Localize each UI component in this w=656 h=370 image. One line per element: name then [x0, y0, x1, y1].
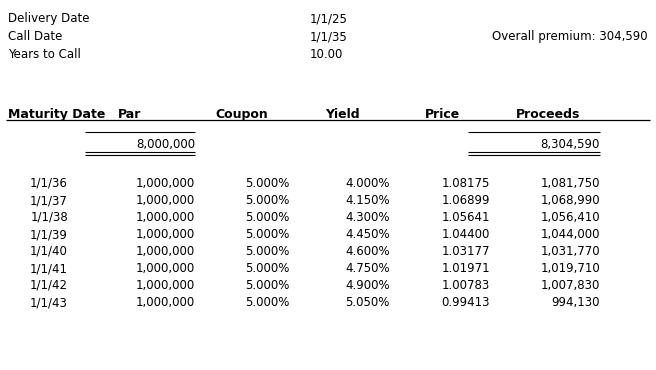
Text: 5.000%: 5.000%: [245, 211, 290, 224]
Text: 5.000%: 5.000%: [245, 194, 290, 207]
Text: 1,000,000: 1,000,000: [136, 279, 195, 292]
Text: 1.01971: 1.01971: [441, 262, 490, 275]
Text: 1,019,710: 1,019,710: [541, 262, 600, 275]
Text: 1,044,000: 1,044,000: [541, 228, 600, 241]
Text: 1/1/40: 1/1/40: [30, 245, 68, 258]
Text: Par: Par: [118, 108, 142, 121]
Text: 1.05641: 1.05641: [441, 211, 490, 224]
Text: 1/1/38: 1/1/38: [30, 211, 68, 224]
Text: 1,000,000: 1,000,000: [136, 296, 195, 309]
Text: 1.06899: 1.06899: [441, 194, 490, 207]
Text: Coupon: Coupon: [216, 108, 268, 121]
Text: 10.00: 10.00: [310, 48, 343, 61]
Text: 4.900%: 4.900%: [345, 279, 390, 292]
Text: Yield: Yield: [325, 108, 359, 121]
Text: 1,000,000: 1,000,000: [136, 262, 195, 275]
Text: 5.000%: 5.000%: [245, 245, 290, 258]
Text: 1,081,750: 1,081,750: [541, 177, 600, 190]
Text: 8,000,000: 8,000,000: [136, 138, 195, 151]
Text: Overall premium: 304,590: Overall premium: 304,590: [493, 30, 648, 43]
Text: 1,031,770: 1,031,770: [541, 245, 600, 258]
Text: 1,068,990: 1,068,990: [541, 194, 600, 207]
Text: Proceeds: Proceeds: [516, 108, 580, 121]
Text: 1.03177: 1.03177: [441, 245, 490, 258]
Text: 994,130: 994,130: [552, 296, 600, 309]
Text: 1/1/42: 1/1/42: [30, 279, 68, 292]
Text: 4.750%: 4.750%: [345, 262, 390, 275]
Text: 5.000%: 5.000%: [245, 262, 290, 275]
Text: 1/1/41: 1/1/41: [30, 262, 68, 275]
Text: 5.000%: 5.000%: [245, 296, 290, 309]
Text: 1/1/36: 1/1/36: [30, 177, 68, 190]
Text: 1,056,410: 1,056,410: [541, 211, 600, 224]
Text: Call Date: Call Date: [8, 30, 62, 43]
Text: 1/1/43: 1/1/43: [30, 296, 68, 309]
Text: 1.00783: 1.00783: [441, 279, 490, 292]
Text: 4.300%: 4.300%: [346, 211, 390, 224]
Text: 5.000%: 5.000%: [245, 279, 290, 292]
Text: 4.150%: 4.150%: [345, 194, 390, 207]
Text: 1,000,000: 1,000,000: [136, 228, 195, 241]
Text: 1/1/37: 1/1/37: [30, 194, 68, 207]
Text: 1,000,000: 1,000,000: [136, 245, 195, 258]
Text: 1.08175: 1.08175: [441, 177, 490, 190]
Text: 1/1/25: 1/1/25: [310, 12, 348, 25]
Text: 1/1/35: 1/1/35: [310, 30, 348, 43]
Text: 1/1/39: 1/1/39: [30, 228, 68, 241]
Text: 4.450%: 4.450%: [345, 228, 390, 241]
Text: Price: Price: [424, 108, 460, 121]
Text: 1,007,830: 1,007,830: [541, 279, 600, 292]
Text: 5.050%: 5.050%: [346, 296, 390, 309]
Text: 5.000%: 5.000%: [245, 228, 290, 241]
Text: 0.99413: 0.99413: [441, 296, 490, 309]
Text: 5.000%: 5.000%: [245, 177, 290, 190]
Text: 1,000,000: 1,000,000: [136, 194, 195, 207]
Text: 1.04400: 1.04400: [441, 228, 490, 241]
Text: 4.600%: 4.600%: [345, 245, 390, 258]
Text: 1,000,000: 1,000,000: [136, 177, 195, 190]
Text: 4.000%: 4.000%: [346, 177, 390, 190]
Text: Years to Call: Years to Call: [8, 48, 81, 61]
Text: 1,000,000: 1,000,000: [136, 211, 195, 224]
Text: Delivery Date: Delivery Date: [8, 12, 89, 25]
Text: 8,304,590: 8,304,590: [541, 138, 600, 151]
Text: Maturity Date: Maturity Date: [8, 108, 106, 121]
